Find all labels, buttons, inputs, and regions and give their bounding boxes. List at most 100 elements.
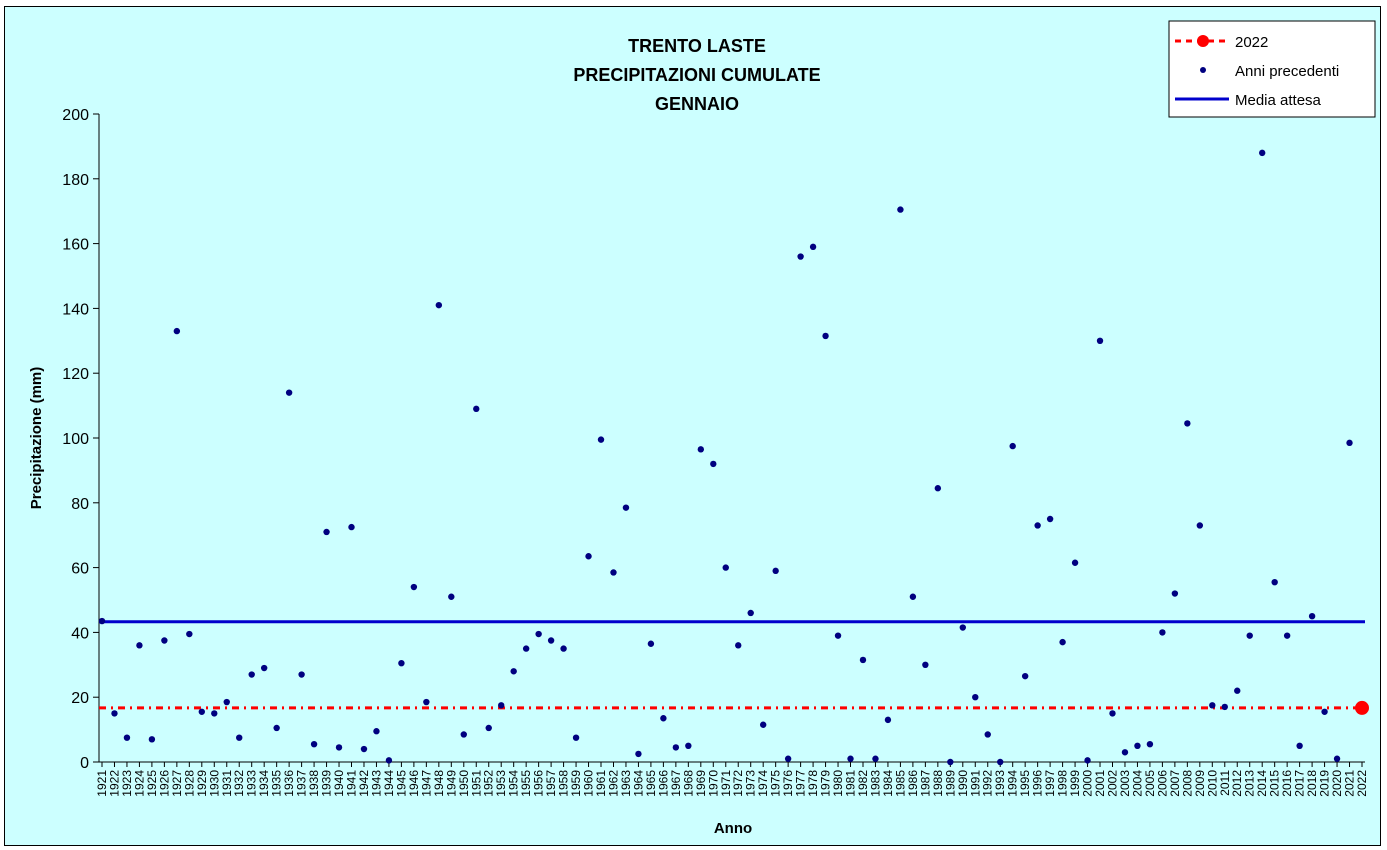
x-tick-label: 2007 xyxy=(1168,770,1182,797)
data-point-2012 xyxy=(1234,687,1241,694)
data-point-1962 xyxy=(610,569,617,576)
data-point-1925 xyxy=(148,736,156,743)
x-tick-label: 1953 xyxy=(494,770,508,797)
chart-title-line-3: GENNAIO xyxy=(655,94,739,114)
data-point-1971 xyxy=(722,564,729,571)
data-point-1981 xyxy=(847,755,854,762)
x-tick-label: 1996 xyxy=(1031,770,1045,797)
x-tick-label: 1993 xyxy=(993,770,1007,797)
y-tick-label: 80 xyxy=(71,496,89,513)
data-point-1996 xyxy=(1034,522,1041,529)
x-tick-label: 1976 xyxy=(781,770,795,797)
data-point-1989 xyxy=(947,758,954,766)
x-tick-label: 1947 xyxy=(419,770,433,797)
data-point-1977 xyxy=(797,253,804,260)
x-tick-label: 1929 xyxy=(195,770,209,797)
data-point-2021 xyxy=(1346,439,1353,447)
data-point-1963 xyxy=(622,504,630,511)
data-point-1991 xyxy=(972,694,979,701)
x-tick-label: 1942 xyxy=(357,770,371,797)
data-point-1956 xyxy=(535,630,542,638)
data-point-1957 xyxy=(547,637,555,644)
y-tick-label: 100 xyxy=(62,431,89,448)
x-tick-label: 1981 xyxy=(844,770,858,797)
x-tick-label: 1938 xyxy=(307,770,321,797)
x-tick-label: 1991 xyxy=(968,770,982,797)
x-tick-label: 2000 xyxy=(1081,770,1095,797)
x-tick-label: 1926 xyxy=(157,770,171,797)
data-point-1973 xyxy=(747,609,754,617)
x-tick-label: 1963 xyxy=(619,770,633,797)
x-tick-label: 1984 xyxy=(881,770,895,797)
x-tick-label: 1977 xyxy=(794,770,808,797)
x-tick-label: 1994 xyxy=(1006,770,1020,797)
data-point-1978 xyxy=(809,243,817,251)
legend-anni-marker xyxy=(1200,67,1206,73)
data-point-1979 xyxy=(822,332,829,340)
data-point-1934 xyxy=(260,664,268,672)
data-point-1938 xyxy=(310,740,318,748)
chart-title-line-2: PRECIPITAZIONI CUMULATE xyxy=(573,65,820,85)
data-point-1921 xyxy=(98,617,106,625)
y-tick-label: 20 xyxy=(71,690,89,707)
legend-label-anni-precedenti: Anni precedenti xyxy=(1235,63,1339,80)
data-point-1941 xyxy=(348,523,355,531)
x-tick-label: 1956 xyxy=(532,770,546,797)
data-point-1946 xyxy=(410,583,418,591)
data-point-1949 xyxy=(448,593,455,600)
data-point-1960 xyxy=(585,553,592,560)
data-point-1970 xyxy=(710,460,717,468)
data-point-2017 xyxy=(1296,742,1303,749)
x-tick-label: 2012 xyxy=(1230,770,1244,797)
x-tick-label: 1931 xyxy=(220,770,234,797)
data-point-2004 xyxy=(1134,742,1141,749)
y-tick-label: 40 xyxy=(71,625,89,642)
data-point-1972 xyxy=(735,642,742,649)
x-tick-label: 1971 xyxy=(719,770,733,797)
x-tick-label: 1979 xyxy=(819,770,833,797)
y-tick-label: 200 xyxy=(62,107,89,124)
data-point-1933 xyxy=(248,671,255,678)
data-point-1930 xyxy=(211,710,218,717)
data-point-1928 xyxy=(186,630,193,638)
x-tick-label: 1989 xyxy=(943,770,957,797)
x-tick-label: 1924 xyxy=(132,770,146,797)
data-point-1965 xyxy=(647,640,655,647)
data-point-1974 xyxy=(759,721,767,728)
x-tick-label: 1965 xyxy=(644,770,658,797)
data-point-1999 xyxy=(1071,559,1079,566)
x-tick-label: 1975 xyxy=(769,770,783,797)
legend: 2022 Anni precedenti Media attesa xyxy=(1168,20,1376,118)
x-tick-label: 1998 xyxy=(1056,770,1070,797)
x-tick-label: 2015 xyxy=(1268,770,1282,797)
x-tick-label: 1960 xyxy=(582,770,596,797)
data-point-1967 xyxy=(672,744,680,751)
x-tick-label: 1995 xyxy=(1018,770,1032,797)
x-tick-label: 1950 xyxy=(457,770,471,797)
data-point-1961 xyxy=(597,436,605,443)
x-tick-label: 1944 xyxy=(382,770,396,797)
data-point-1935 xyxy=(273,724,280,732)
data-point-1947 xyxy=(423,698,430,706)
data-point-2014 xyxy=(1258,149,1266,157)
data-point-1926 xyxy=(161,637,168,644)
data-point-1942 xyxy=(360,745,368,753)
x-tick-label: 2021 xyxy=(1343,770,1357,797)
data-point-1944 xyxy=(385,757,393,764)
y-tick-label: 180 xyxy=(62,172,89,189)
y-tick-label: 0 xyxy=(80,755,89,772)
data-point-1988 xyxy=(934,485,942,492)
data-point-1992 xyxy=(984,731,991,738)
x-tick-label: 2006 xyxy=(1155,770,1169,797)
data-point-1952 xyxy=(485,724,492,732)
data-point-2000 xyxy=(1084,757,1091,764)
data-point-1940 xyxy=(335,744,343,751)
y-tick-label: 60 xyxy=(71,561,89,578)
x-tick-label: 1970 xyxy=(706,770,720,797)
x-tick-label: 1954 xyxy=(507,770,521,797)
x-tick-label: 2020 xyxy=(1330,770,1344,797)
data-point-2018 xyxy=(1308,613,1316,620)
x-tick-label: 1940 xyxy=(332,770,346,797)
y-tick-label: 140 xyxy=(62,301,89,318)
data-point-1953 xyxy=(498,702,505,709)
